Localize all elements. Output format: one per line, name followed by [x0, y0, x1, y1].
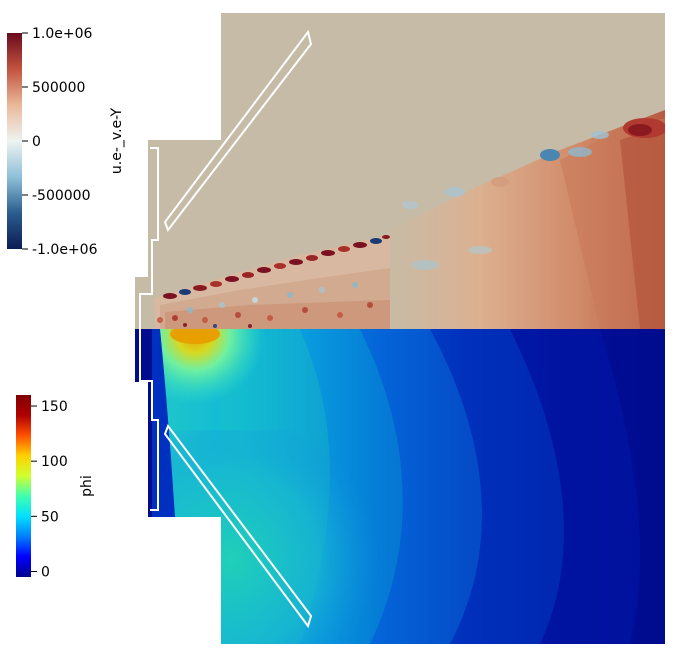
left-wall-profile-lower: [139, 330, 159, 511]
bottom-colorbar-gradient: [16, 395, 31, 577]
left-wall-profile: [139, 147, 159, 330]
upper-deflector-plate: [163, 29, 313, 233]
top-colorbar-tick-label: 1.0e+06: [32, 26, 93, 42]
bottom-colorbar-tick-label: 100: [41, 454, 68, 470]
top-colorbar-ticks: 1.0e+06 500000 0 -500000 -1.0e+06: [22, 26, 98, 258]
top-field-vortex-row: [163, 235, 390, 299]
top-field: [135, 13, 665, 329]
top-colorbar-title: u.e-_v.e-Y: [109, 107, 125, 174]
top-colorbar-tick-label: -1.0e+06: [32, 242, 98, 258]
electrode-outlines: [139, 29, 313, 629]
bottom-colorbar: 150 100 50 0 phi: [16, 395, 95, 580]
top-colorbar-tick-label: -500000: [32, 188, 91, 204]
bottom-field: [135, 329, 665, 644]
bottom-colorbar-tick-label: 50: [41, 509, 59, 525]
top-field-noise: [157, 282, 373, 328]
top-colorbar-gradient: [7, 33, 22, 249]
top-colorbar: 1.0e+06 500000 0 -500000 -1.0e+06 u.e-_v.e-Y: [7, 26, 125, 258]
top-colorbar-tick-label: 500000: [32, 80, 85, 96]
bottom-colorbar-title: phi: [79, 475, 95, 497]
bottom-colorbar-tick-label: 150: [41, 399, 68, 415]
bottom-colorbar-tick-label: 0: [41, 564, 50, 580]
lower-deflector-plate: [163, 423, 313, 629]
bottom-colorbar-ticks: 150 100 50 0: [31, 399, 68, 580]
top-colorbar-tick-label: 0: [32, 134, 41, 150]
